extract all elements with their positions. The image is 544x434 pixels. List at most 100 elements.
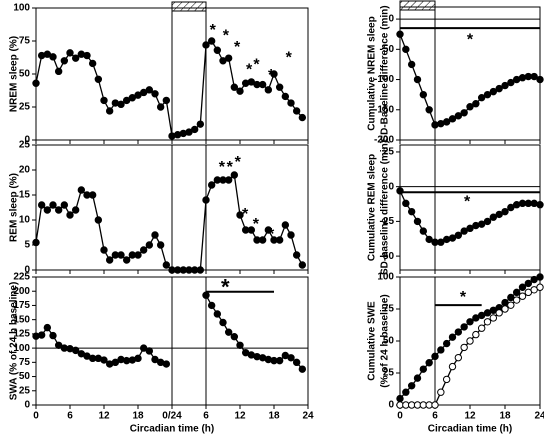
significance-asterisk: *	[246, 62, 253, 79]
data-point	[501, 207, 509, 216]
data-point	[275, 236, 284, 244]
y-tick-label: 75	[19, 357, 31, 368]
data-point	[258, 236, 267, 244]
significance-asterisk: *	[467, 31, 474, 48]
data-point	[407, 382, 416, 390]
data-point	[454, 112, 463, 120]
data-point	[71, 346, 80, 355]
x-tick-label: 0/24	[162, 411, 182, 422]
y-tick-label: 225	[13, 272, 30, 283]
data-point	[407, 60, 416, 69]
data-point	[396, 30, 404, 38]
data-point	[202, 196, 210, 204]
data-point	[105, 256, 114, 264]
sleep-deprivation-bar	[171, 1, 207, 12]
data-point	[202, 291, 210, 299]
y-tick-label: 75	[19, 36, 31, 47]
significance-asterisk: *	[464, 193, 471, 210]
data-point	[196, 120, 205, 128]
x-tick-label: 24	[302, 411, 314, 422]
data-point	[247, 226, 256, 234]
y-axis-label: SWA (% of 24 h baseline)	[9, 282, 20, 401]
x-tick-label: 12	[234, 411, 246, 422]
significance-asterisk: *	[253, 216, 260, 233]
data-point	[43, 323, 52, 332]
significance-asterisk: *	[210, 22, 217, 39]
data-point	[402, 45, 410, 54]
data-point	[460, 323, 468, 331]
y-tick-label: 100	[13, 343, 30, 354]
data-point	[489, 314, 498, 322]
data-point	[298, 113, 307, 122]
data-point	[489, 87, 498, 96]
x-tick-label: 6	[203, 411, 209, 422]
x-tick-label: 0	[33, 411, 39, 422]
data-point	[49, 201, 57, 209]
data-point	[202, 41, 210, 49]
data-point	[507, 78, 515, 87]
data-point	[37, 201, 46, 209]
data-point	[111, 358, 120, 367]
data-point	[396, 187, 404, 195]
x-tick-label: 12	[98, 411, 110, 422]
data-point	[94, 216, 103, 224]
significance-asterisk: *	[227, 159, 234, 176]
x-tick-label: 6	[67, 411, 73, 422]
data-point	[287, 99, 295, 107]
data-point	[419, 227, 428, 235]
data-point	[122, 256, 131, 264]
y-tick-label: 0	[24, 265, 30, 276]
data-point	[442, 118, 451, 126]
data-point	[472, 100, 480, 108]
data-point	[117, 100, 125, 109]
significance-asterisk: *	[221, 275, 230, 300]
data-point	[460, 343, 468, 352]
x-tick-label: 18	[268, 411, 280, 422]
y-tick-label: 125	[13, 329, 30, 340]
data-point	[162, 96, 171, 105]
data-point	[264, 86, 273, 94]
data-point	[287, 231, 295, 239]
data-point	[477, 220, 486, 228]
data-point	[431, 352, 439, 361]
data-point	[483, 90, 492, 99]
data-point	[156, 103, 165, 111]
data-point	[518, 292, 527, 300]
data-point	[518, 74, 527, 82]
data-point	[477, 324, 486, 332]
y-tick-label: 25	[383, 368, 395, 379]
y-tick-label: 150	[13, 314, 30, 325]
data-point	[483, 217, 492, 226]
data-point	[190, 125, 199, 134]
data-point	[448, 115, 457, 123]
y-tick-label: 100	[377, 272, 394, 283]
data-point	[413, 374, 422, 382]
sleep-deprivation-bar	[399, 0, 436, 11]
data-point	[207, 37, 216, 45]
data-point	[466, 224, 474, 233]
data-point	[37, 331, 46, 339]
data-point	[536, 201, 544, 209]
y-tick-label: 10	[19, 215, 31, 226]
y-tick-label: 25	[19, 140, 31, 151]
data-point	[162, 360, 171, 368]
y-tick-label: 100	[13, 3, 30, 14]
data-point	[437, 346, 445, 354]
y-axis-label: Cumulative REM sleep	[367, 154, 378, 261]
data-point	[230, 333, 239, 341]
y-axis-label: Cumulative NREM sleep	[367, 16, 378, 130]
y-axis-label: SD-baseline difference (min)	[380, 140, 391, 275]
y-tick-label: 50	[19, 371, 31, 382]
data-point	[466, 103, 474, 111]
significance-asterisk: *	[219, 159, 226, 176]
data-point	[413, 75, 422, 84]
data-point	[407, 207, 416, 216]
data-point	[281, 92, 290, 101]
data-point	[236, 87, 244, 95]
data-point	[419, 90, 428, 99]
data-point	[151, 355, 159, 364]
y-axis-label: REM sleep (%)	[9, 173, 20, 242]
y-axis-label: NREM sleep (%)	[9, 36, 20, 112]
data-point	[483, 318, 492, 326]
